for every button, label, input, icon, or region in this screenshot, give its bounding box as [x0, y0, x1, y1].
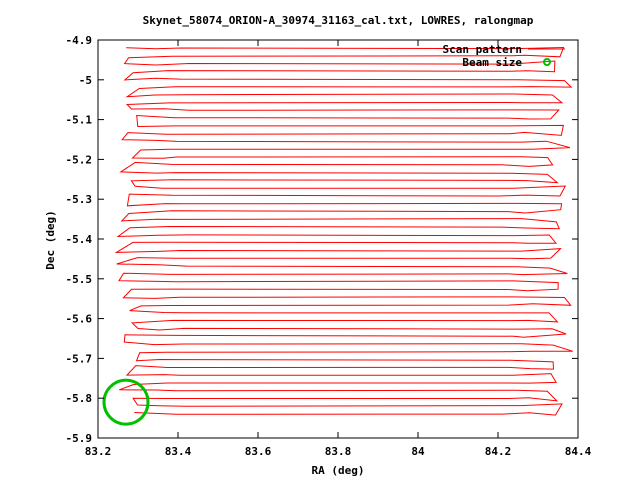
- x-tick-label: 84: [411, 445, 425, 458]
- y-tick-label: -5.3: [66, 193, 93, 206]
- y-tick-label: -5.1: [66, 114, 93, 127]
- beam-size-circle: [102, 378, 150, 426]
- y-tick-label: -5.8: [66, 392, 93, 405]
- y-tick-label: -5: [79, 74, 92, 87]
- x-axis-label: RA (deg): [312, 464, 365, 477]
- x-tick-label: 83.4: [165, 445, 192, 458]
- x-tick-label: 83.8: [325, 445, 352, 458]
- y-tick-label: -5.5: [66, 273, 93, 286]
- legend-swatch-beam-size: [543, 58, 551, 66]
- y-axis-label: Dec (deg): [44, 210, 57, 270]
- scan-pattern-series: [114, 46, 573, 416]
- y-tick-label: -5.7: [66, 352, 93, 365]
- x-tick-label: 83.6: [245, 445, 272, 458]
- scan-pattern-line: [114, 46, 573, 416]
- y-tick-label: -5.9: [66, 432, 93, 445]
- chart-title: Skynet_58074_ORION-A_30974_31163_cal.txt…: [143, 14, 534, 27]
- y-tick-label: -4.9: [66, 34, 93, 47]
- legend-label-scan-pattern: Scan pattern: [443, 43, 522, 56]
- legend-label-beam-size: Beam size: [462, 56, 522, 69]
- x-tick-label: 84.4: [565, 445, 592, 458]
- y-axis: -4.9 -5 -5.1 -5.2 -5.3 -5.4 -5.5 -5.6 -5.7 -5.8 -5…: [66, 34, 578, 445]
- x-tick-label: 83.2: [85, 445, 112, 458]
- x-tick-label: 84.2: [485, 445, 512, 458]
- x-axis: 83.2 83.4 83.6 83.8 84 84.2 84.4: [85, 40, 592, 458]
- y-tick-label: -5.6: [66, 313, 93, 326]
- plot-frame: [97, 39, 579, 439]
- legend: Scan pattern Beam size: [443, 43, 565, 69]
- y-tick-label: -5.2: [66, 153, 93, 166]
- y-tick-label: -5.4: [66, 233, 93, 246]
